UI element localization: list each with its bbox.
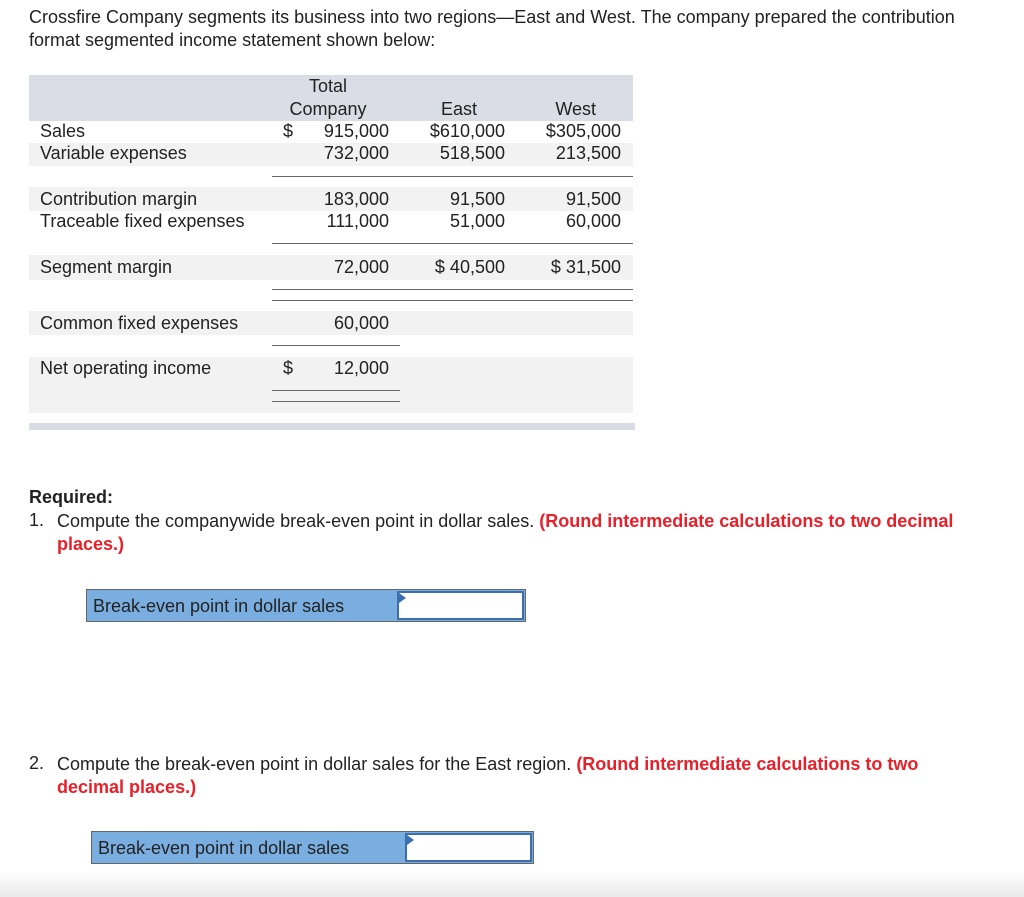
header-total-2: Company <box>289 99 367 119</box>
east-value: 51,000 <box>449 211 505 231</box>
divider <box>272 401 400 402</box>
divider <box>272 176 633 177</box>
total-value: 60,000 <box>333 313 389 333</box>
total-value: 732,000 <box>323 143 389 163</box>
break-even-input-1[interactable] <box>397 591 524 620</box>
table-row: Sales $915,000 $610,000 $305,000 <box>29 121 633 143</box>
question-number: 1. <box>29 510 45 530</box>
east-value: 91,500 <box>449 189 505 209</box>
header-total-1: Total <box>308 76 348 96</box>
table-row: Contribution margin 183,000 91,500 91,500 <box>29 187 633 211</box>
west-value: $305,000 <box>545 121 621 141</box>
table-header: Total Company East West <box>29 75 633 121</box>
divider <box>272 345 400 346</box>
rounding-note: (Round intermediate calculations to two … <box>57 754 919 797</box>
west-value: $ 31,500 <box>550 257 621 277</box>
intro-text: Crossfire Company segments its business … <box>29 7 955 50</box>
input-marker-icon <box>407 835 414 845</box>
question-1: Compute the companywide break-even point… <box>57 510 977 556</box>
west-value: 91,500 <box>565 189 621 209</box>
west-value: 60,000 <box>565 211 621 231</box>
break-even-row-2: Break-even point in dollar sales <box>91 831 534 864</box>
table-bottom-bar <box>29 423 635 430</box>
rounding-note: (Round intermediate calculations to two … <box>57 511 954 554</box>
row-label: Common fixed expenses <box>40 313 239 333</box>
table-row: Traceable fixed expenses 111,000 51,000 60,… <box>29 211 633 233</box>
row-label: Net operating income <box>40 358 212 378</box>
total-value: 111,000 <box>326 211 389 231</box>
table-row: Segment margin 72,000 $ 40,500 $ 31,500 <box>29 255 633 280</box>
row-label: Contribution margin <box>40 189 198 209</box>
header-west: West <box>555 99 596 119</box>
table-row: Net operating income $12,000 <box>29 357 633 380</box>
row-label: Sales <box>40 121 86 141</box>
table-row: Common fixed expenses 60,000 <box>29 311 633 335</box>
east-value: 518,500 <box>439 143 505 163</box>
dollar-sign: $ <box>283 121 294 141</box>
required-heading: Required: <box>29 487 114 507</box>
question-2: Compute the break-even point in dollar s… <box>57 753 977 799</box>
divider <box>272 300 633 301</box>
row-label: Variable expenses <box>40 143 187 163</box>
input-marker-icon <box>399 593 406 603</box>
east-value: $ 40,500 <box>434 257 505 277</box>
divider <box>272 390 400 391</box>
total-value: 915,000 <box>323 121 389 141</box>
break-even-input-2[interactable] <box>405 833 532 862</box>
question-number: 2. <box>29 753 45 773</box>
table-row: Variable expenses 732,000 518,500 213,500 <box>29 143 633 166</box>
question-text: Compute the companywide break-even point… <box>57 511 535 531</box>
west-value: 213,500 <box>555 143 621 163</box>
total-value: 12,000 <box>333 358 389 378</box>
field-label: Break-even point in dollar sales <box>98 838 350 858</box>
divider <box>272 243 633 244</box>
total-value: 183,000 <box>323 189 389 209</box>
row-label: Segment margin <box>40 257 173 277</box>
dollar-sign: $ <box>283 358 294 378</box>
total-value: 72,000 <box>333 257 389 277</box>
bottom-shadow <box>0 870 1024 897</box>
row-label: Traceable fixed expenses <box>40 211 245 231</box>
field-label: Break-even point in dollar sales <box>93 596 345 616</box>
header-east: East <box>440 99 477 119</box>
question-text: Compute the break-even point in dollar s… <box>57 754 572 774</box>
break-even-row-1: Break-even point in dollar sales <box>86 589 526 622</box>
east-value: $610,000 <box>429 121 505 141</box>
divider <box>272 289 633 290</box>
table-spacer <box>29 380 633 413</box>
